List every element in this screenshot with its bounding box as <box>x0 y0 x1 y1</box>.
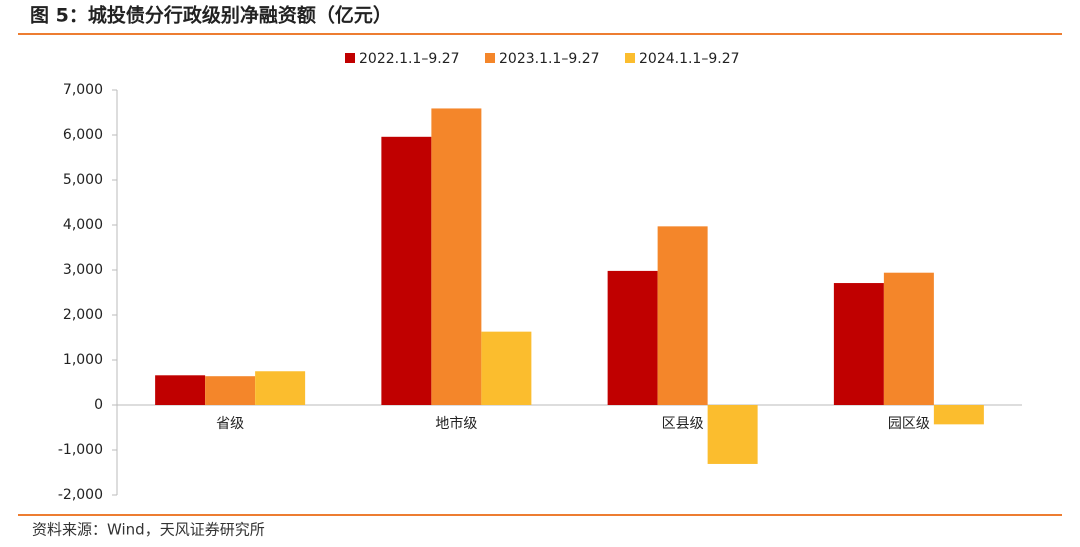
bar <box>933 405 984 425</box>
chart-title: 图 5：城投债分行政级别净融资额（亿元） <box>30 4 392 27</box>
legend-swatch <box>345 53 355 63</box>
y-tick-label: 4,000 <box>63 217 103 233</box>
y-tick-label: -1,000 <box>58 442 103 458</box>
legend-label: 2024.1.1–9.27 <box>639 51 740 67</box>
legend-label: 2023.1.1–9.27 <box>499 51 600 67</box>
bar <box>657 226 708 405</box>
bar <box>381 136 432 406</box>
legend-label: 2022.1.1–9.27 <box>359 51 460 67</box>
x-tick-label: 园区级 <box>888 416 930 432</box>
bar <box>607 270 658 405</box>
y-tick-label: 2,000 <box>63 307 103 323</box>
source-note: 资料来源：Wind，天风证券研究所 <box>32 521 265 539</box>
legend-swatch <box>485 53 495 63</box>
bar <box>481 331 532 405</box>
y-tick-label: 6,000 <box>63 127 103 143</box>
legend-swatch <box>625 53 635 63</box>
bar <box>883 272 934 405</box>
x-tick-label: 省级 <box>216 416 244 432</box>
bar <box>205 376 256 405</box>
x-tick-label: 区县级 <box>662 416 704 432</box>
y-tick-label: 5,000 <box>63 172 103 188</box>
x-tick-label: 地市级 <box>435 415 477 432</box>
bar <box>707 405 758 464</box>
bar <box>431 108 482 405</box>
y-tick-label: -2,000 <box>58 487 103 503</box>
y-tick-label: 0 <box>94 397 103 413</box>
bar <box>155 375 206 405</box>
bar <box>833 283 884 405</box>
y-tick-label: 3,000 <box>63 262 103 278</box>
y-tick-label: 1,000 <box>63 352 103 368</box>
y-tick-label: 7,000 <box>63 82 103 98</box>
bar <box>255 371 306 405</box>
